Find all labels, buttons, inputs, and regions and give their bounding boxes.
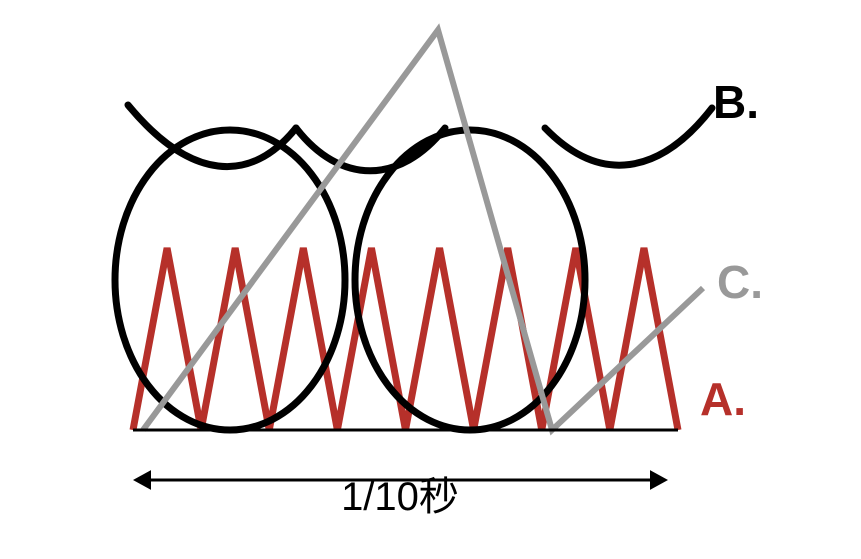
jagged-c xyxy=(143,30,703,430)
dimension-arrow: 1/10秒 xyxy=(133,470,668,519)
label-c: C. xyxy=(717,256,763,308)
oscillation-diagram: 1/10秒 B. C. A. xyxy=(0,0,861,559)
label-a: A. xyxy=(700,373,746,425)
label-b: B. xyxy=(713,76,759,128)
dimension-label: 1/10秒 xyxy=(341,475,459,519)
